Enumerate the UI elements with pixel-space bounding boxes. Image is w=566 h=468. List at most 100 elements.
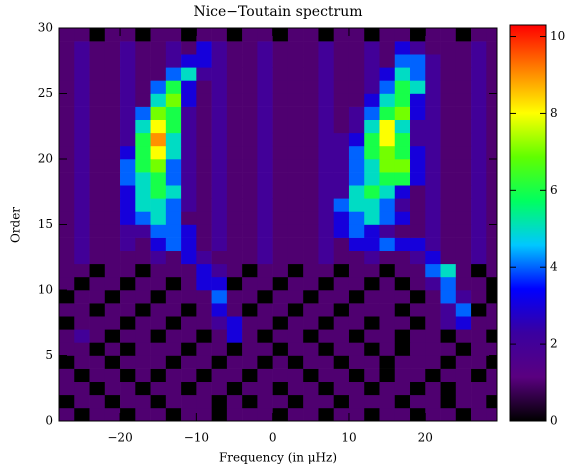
heatmap-cell: [135, 355, 151, 369]
heatmap-cell: [303, 41, 319, 55]
heatmap-cell: [287, 41, 304, 55]
heatmap-cell: [364, 80, 380, 94]
heatmap-cell: [287, 54, 304, 68]
heatmap-cell: [410, 159, 426, 173]
heatmap-cell: [257, 329, 273, 343]
heatmap-cell: [104, 145, 121, 160]
heatmap-cell: [272, 93, 289, 107]
heatmap-cell: [333, 407, 350, 421]
heatmap-cell: [211, 303, 228, 317]
heatmap-cell: [455, 211, 472, 225]
heatmap-cell: [74, 132, 90, 147]
heatmap-cell: [440, 263, 457, 278]
heatmap-cell: [59, 119, 75, 134]
heatmap-cell: [410, 407, 426, 421]
heatmap-cell: [272, 132, 289, 147]
heatmap-cell: [120, 381, 136, 396]
heatmap-cell: [348, 303, 365, 317]
heatmap-cell: [455, 368, 472, 382]
heatmap-cell: [471, 198, 487, 212]
heatmap-cell: [333, 106, 350, 120]
heatmap-cell: [165, 316, 182, 330]
heatmap-cell: [196, 394, 212, 409]
heatmap-cell: [425, 67, 441, 81]
heatmap-cell: [333, 119, 350, 134]
heatmap-cell: [257, 28, 273, 42]
heatmap-cell: [379, 67, 396, 81]
heatmap-cell: [379, 303, 396, 317]
heatmap-cell: [196, 407, 212, 421]
heatmap-cell: [165, 276, 182, 291]
heatmap-cell: [211, 185, 228, 199]
heatmap-cell: [242, 342, 258, 356]
heatmap-cell: [89, 224, 106, 238]
heatmap-cell: [165, 41, 182, 55]
heatmap-cell: [135, 250, 151, 265]
y-tick-label: 15: [38, 217, 53, 231]
heatmap-cell: [333, 198, 350, 212]
heatmap-cell: [226, 329, 243, 343]
heatmap-cell: [287, 303, 304, 317]
heatmap-cell: [303, 145, 319, 160]
heatmap-cell: [104, 132, 121, 147]
heatmap-cell: [394, 355, 411, 369]
heatmap-cell: [272, 80, 289, 94]
heatmap-cell: [181, 106, 197, 120]
heatmap-cell: [104, 263, 121, 278]
heatmap-cell: [272, 159, 289, 173]
heatmap-cell: [89, 198, 106, 212]
heatmap-cell: [150, 185, 167, 199]
heatmap-cell: [242, 211, 258, 225]
heatmap-cell: [333, 303, 350, 317]
heatmap-cell: [425, 172, 441, 186]
heatmap-cell: [379, 41, 396, 55]
heatmap-cell: [165, 263, 182, 278]
heatmap-cell: [410, 211, 426, 225]
heatmap-cell: [226, 303, 243, 317]
heatmap-cell: [120, 263, 136, 278]
heatmap-cell: [486, 381, 497, 396]
heatmap-cell: [104, 276, 121, 291]
heatmap-cell: [165, 106, 182, 120]
heatmap-cell: [150, 276, 167, 291]
y-tick-label: 25: [38, 86, 53, 100]
heatmap-cell: [379, 106, 396, 120]
heatmap-cell: [257, 198, 273, 212]
heatmap-cell: [333, 172, 350, 186]
heatmap-cell: [135, 224, 151, 238]
heatmap-cell: [272, 41, 289, 55]
heatmap-cell: [150, 263, 167, 278]
heatmap-cell: [196, 132, 212, 147]
heatmap-cell: [394, 119, 411, 134]
heatmap-cell: [303, 93, 319, 107]
heatmap-cell: [181, 355, 197, 369]
heatmap-cell: [150, 172, 167, 186]
heatmap-cell: [348, 394, 365, 409]
heatmap-cell: [211, 159, 228, 173]
heatmap-cell: [181, 132, 197, 147]
heatmap-cell: [150, 54, 167, 68]
heatmap-cell: [196, 54, 212, 68]
heatmap-cell: [364, 41, 380, 55]
heatmap-cell: [272, 28, 289, 42]
heatmap-cell: [364, 172, 380, 186]
heatmap-cell: [89, 303, 106, 317]
heatmap-cell: [318, 342, 335, 356]
heatmap-cell: [333, 80, 350, 94]
heatmap-cell: [165, 28, 182, 42]
heatmap-cell: [318, 303, 335, 317]
heatmap-cell: [196, 250, 212, 265]
heatmap-cell: [135, 80, 151, 94]
heatmap-cell: [394, 237, 411, 251]
heatmap-cell: [226, 132, 243, 147]
heatmap-cell: [242, 145, 258, 160]
heatmap-cell: [364, 106, 380, 120]
heatmap-cell: [410, 316, 426, 330]
y-tick-label: 5: [45, 348, 53, 362]
heatmap-cell: [181, 381, 197, 396]
heatmap-cell: [303, 329, 319, 343]
heatmap-cell: [242, 290, 258, 304]
heatmap-cell: [287, 237, 304, 251]
heatmap-cell: [425, 276, 441, 291]
heatmap-cell: [455, 93, 472, 107]
